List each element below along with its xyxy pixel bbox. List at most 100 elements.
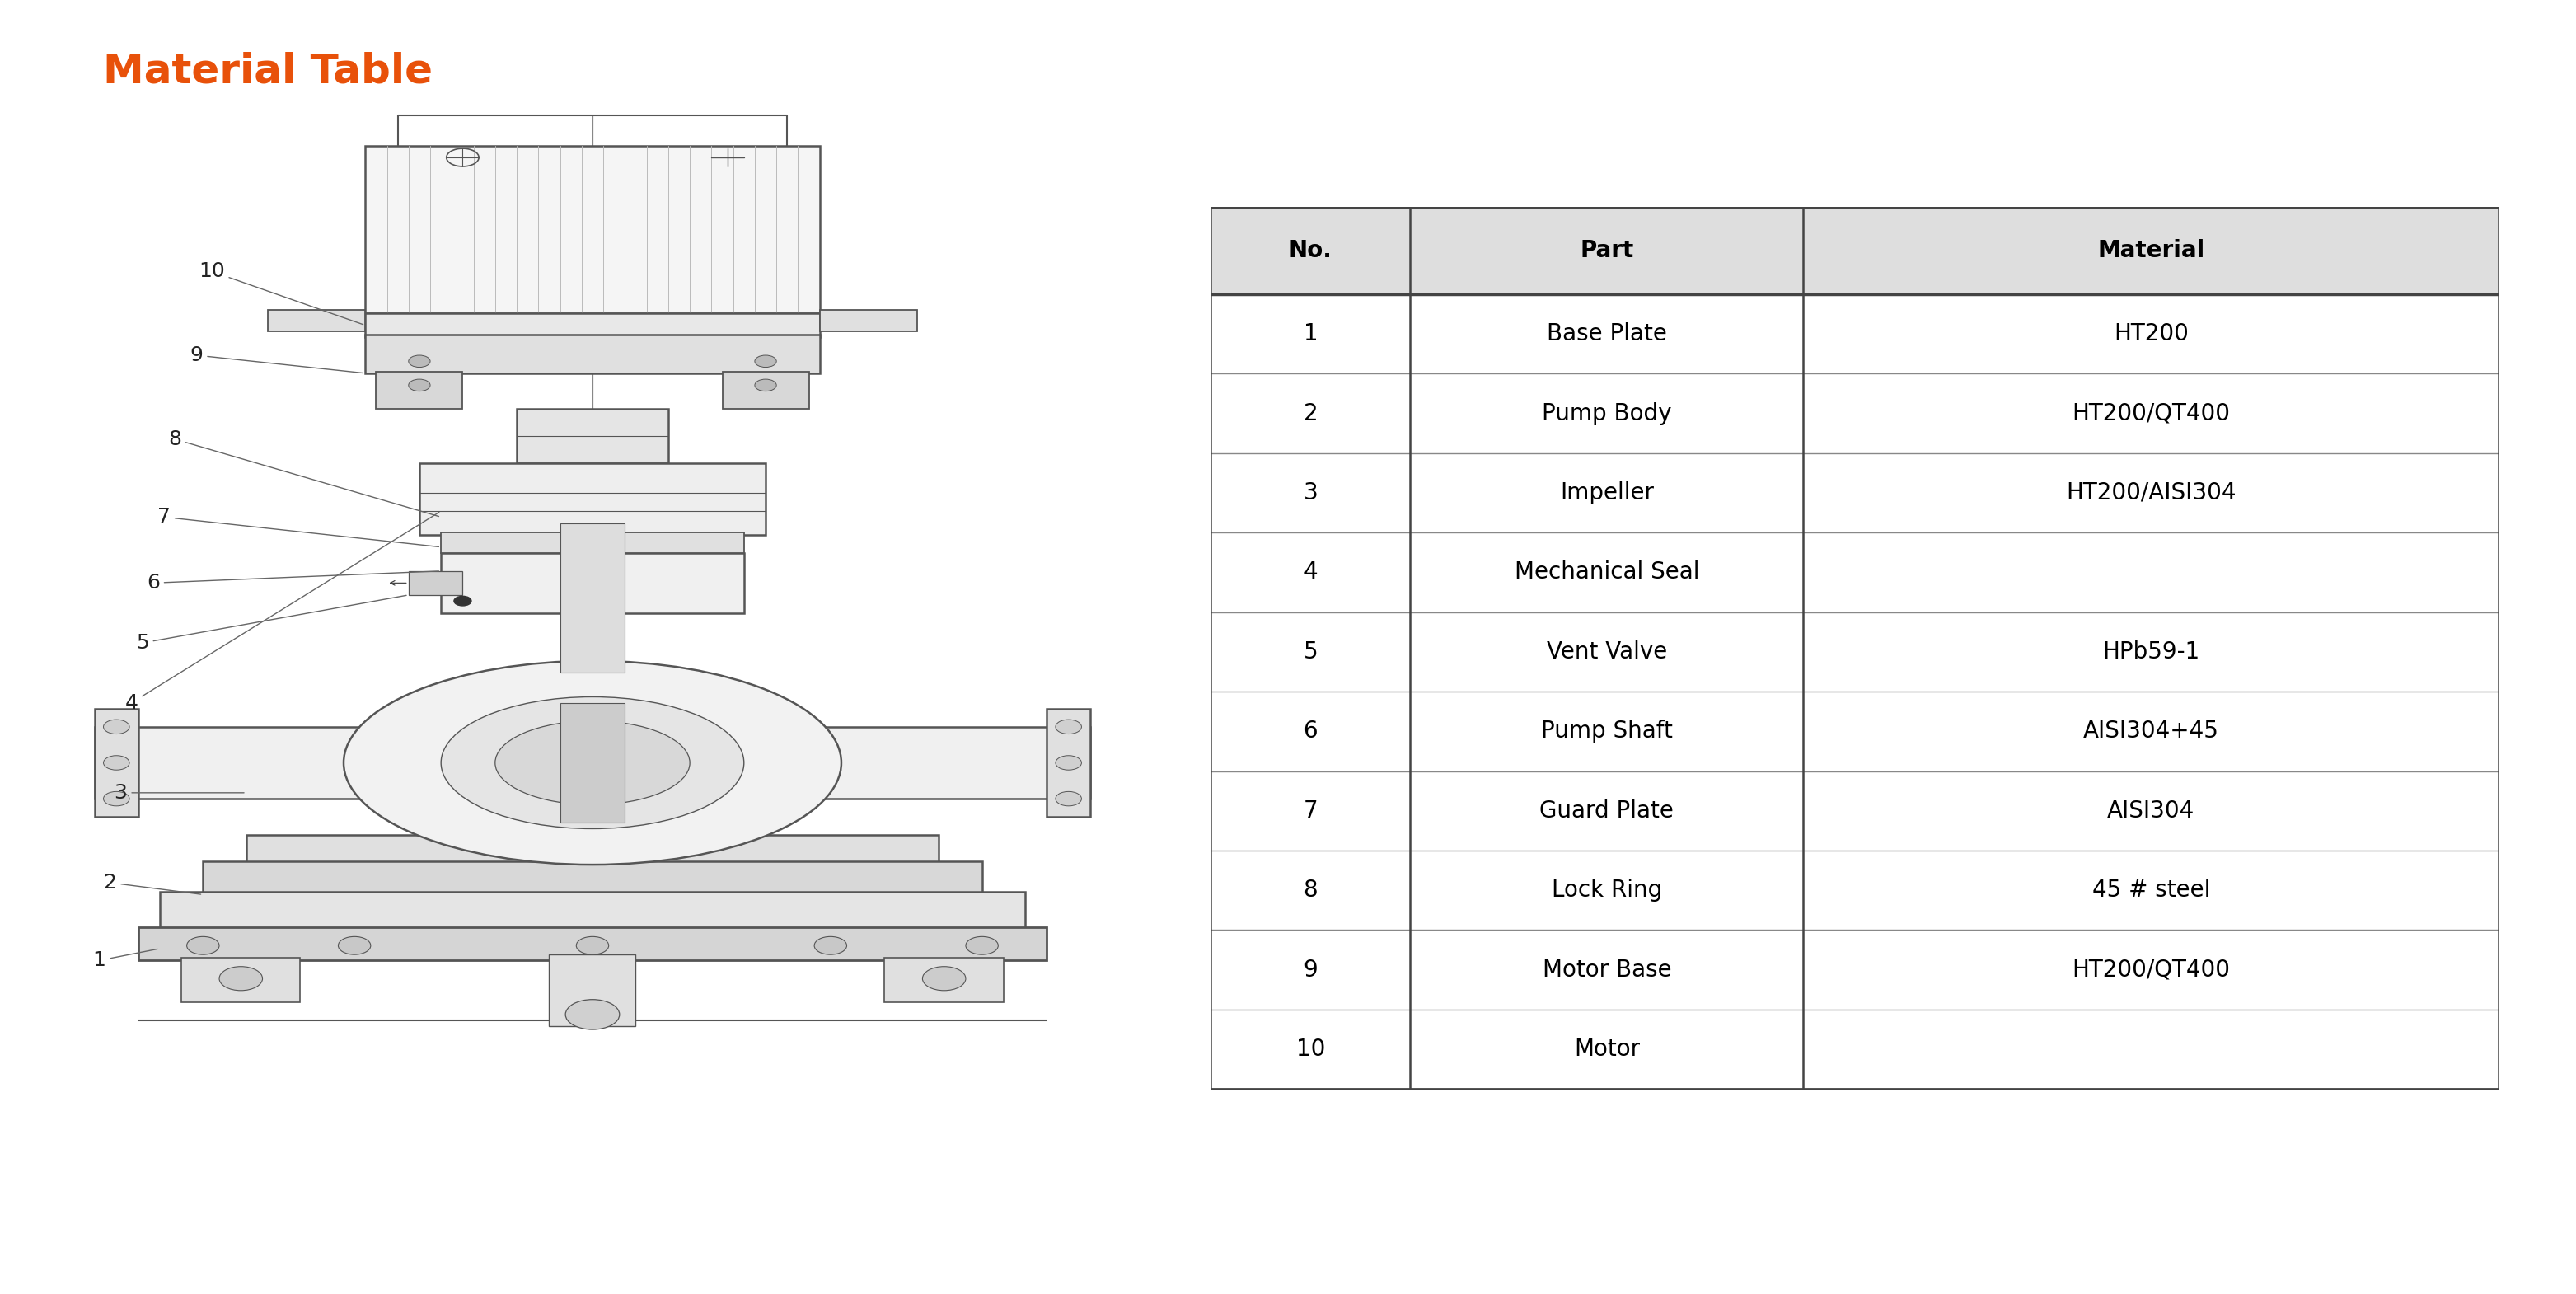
Circle shape [410, 356, 430, 367]
Bar [1803, 930, 2499, 1009]
Circle shape [1056, 792, 1082, 806]
Bar [1803, 533, 2499, 612]
Bar [1412, 294, 1803, 374]
Circle shape [922, 967, 966, 990]
Text: 6: 6 [1303, 719, 1319, 743]
Bar [1211, 930, 1412, 1009]
Text: 5: 5 [137, 595, 407, 652]
Bar [1412, 691, 1803, 771]
Text: 8: 8 [167, 430, 438, 516]
Bar [1211, 612, 1412, 691]
Text: Pump Shaft: Pump Shaft [1540, 719, 1672, 743]
Text: HT200/QT400: HT200/QT400 [2071, 958, 2231, 981]
Text: 4: 4 [1303, 560, 1319, 584]
Bar [366, 145, 819, 313]
Text: 10: 10 [1296, 1038, 1324, 1061]
Bar [410, 571, 464, 595]
Text: 45 # steel: 45 # steel [2092, 879, 2210, 902]
Text: HT200: HT200 [2112, 322, 2190, 345]
Text: AISI304+45: AISI304+45 [2084, 719, 2218, 743]
Bar [247, 835, 938, 864]
Bar [1412, 453, 1803, 533]
Circle shape [814, 937, 848, 955]
Bar [1803, 453, 2499, 533]
Circle shape [1056, 719, 1082, 734]
Circle shape [219, 967, 263, 990]
Text: 2: 2 [1303, 402, 1319, 424]
Bar [160, 892, 1025, 930]
Circle shape [453, 597, 471, 606]
Text: 5: 5 [1303, 641, 1319, 664]
Text: Mechanical Seal: Mechanical Seal [1515, 560, 1700, 584]
Bar [376, 371, 464, 409]
Circle shape [103, 719, 129, 734]
Ellipse shape [343, 661, 842, 864]
Circle shape [103, 792, 129, 806]
Bar [1803, 1009, 2499, 1090]
Text: HT200/QT400: HT200/QT400 [2071, 402, 2231, 424]
Bar [1803, 850, 2499, 930]
Bar [559, 523, 626, 673]
Bar [1211, 374, 1412, 453]
Text: 10: 10 [198, 261, 363, 325]
Circle shape [410, 379, 430, 391]
Text: 3: 3 [113, 783, 245, 802]
Text: Motor Base: Motor Base [1543, 958, 1672, 981]
Bar [1211, 771, 1412, 850]
Text: Base Plate: Base Plate [1546, 322, 1667, 345]
Bar [549, 955, 636, 1026]
Bar [1803, 207, 2499, 294]
Bar [1412, 930, 1803, 1009]
Bar [1211, 294, 1412, 374]
Bar [819, 311, 917, 331]
Text: 3: 3 [1303, 481, 1319, 505]
Bar [95, 727, 386, 798]
Text: 2: 2 [103, 872, 201, 894]
Text: 9: 9 [191, 345, 363, 373]
Ellipse shape [440, 697, 744, 828]
Ellipse shape [495, 721, 690, 805]
Text: 4: 4 [124, 512, 438, 713]
Text: Material: Material [2097, 239, 2205, 263]
Circle shape [577, 937, 608, 955]
Bar [204, 862, 981, 894]
Bar [420, 463, 765, 534]
Bar [1211, 207, 1412, 294]
Bar [1412, 207, 1803, 294]
Bar [180, 958, 301, 1003]
Text: Part: Part [1579, 239, 1633, 263]
Bar [1412, 612, 1803, 691]
Bar [1803, 612, 2499, 691]
Bar [366, 334, 819, 373]
Text: 1: 1 [1303, 322, 1319, 345]
Text: Lock Ring: Lock Ring [1551, 879, 1662, 902]
Bar [1211, 1009, 1412, 1090]
Text: 8: 8 [1303, 879, 1319, 902]
Bar [884, 958, 1005, 1003]
Text: Motor: Motor [1574, 1038, 1641, 1061]
Circle shape [337, 937, 371, 955]
Bar [559, 703, 626, 823]
Bar [268, 311, 366, 331]
Bar [366, 313, 819, 338]
Bar [1803, 374, 2499, 453]
Bar [95, 709, 139, 817]
Bar [1211, 453, 1412, 533]
Circle shape [185, 937, 219, 955]
Circle shape [755, 379, 775, 391]
Text: Impeller: Impeller [1561, 481, 1654, 505]
Bar [1412, 533, 1803, 612]
Circle shape [103, 756, 129, 770]
Text: 9: 9 [1303, 958, 1319, 981]
Circle shape [966, 937, 999, 955]
Text: 7: 7 [1303, 800, 1319, 822]
Bar [440, 553, 744, 613]
Text: Material Table: Material Table [103, 52, 433, 92]
Text: Vent Valve: Vent Valve [1546, 641, 1667, 664]
Bar [1211, 850, 1412, 930]
Text: Pump Body: Pump Body [1543, 402, 1672, 424]
Bar [518, 409, 667, 463]
Bar [139, 928, 1046, 960]
Text: 1: 1 [93, 949, 157, 970]
Bar [1412, 1009, 1803, 1090]
